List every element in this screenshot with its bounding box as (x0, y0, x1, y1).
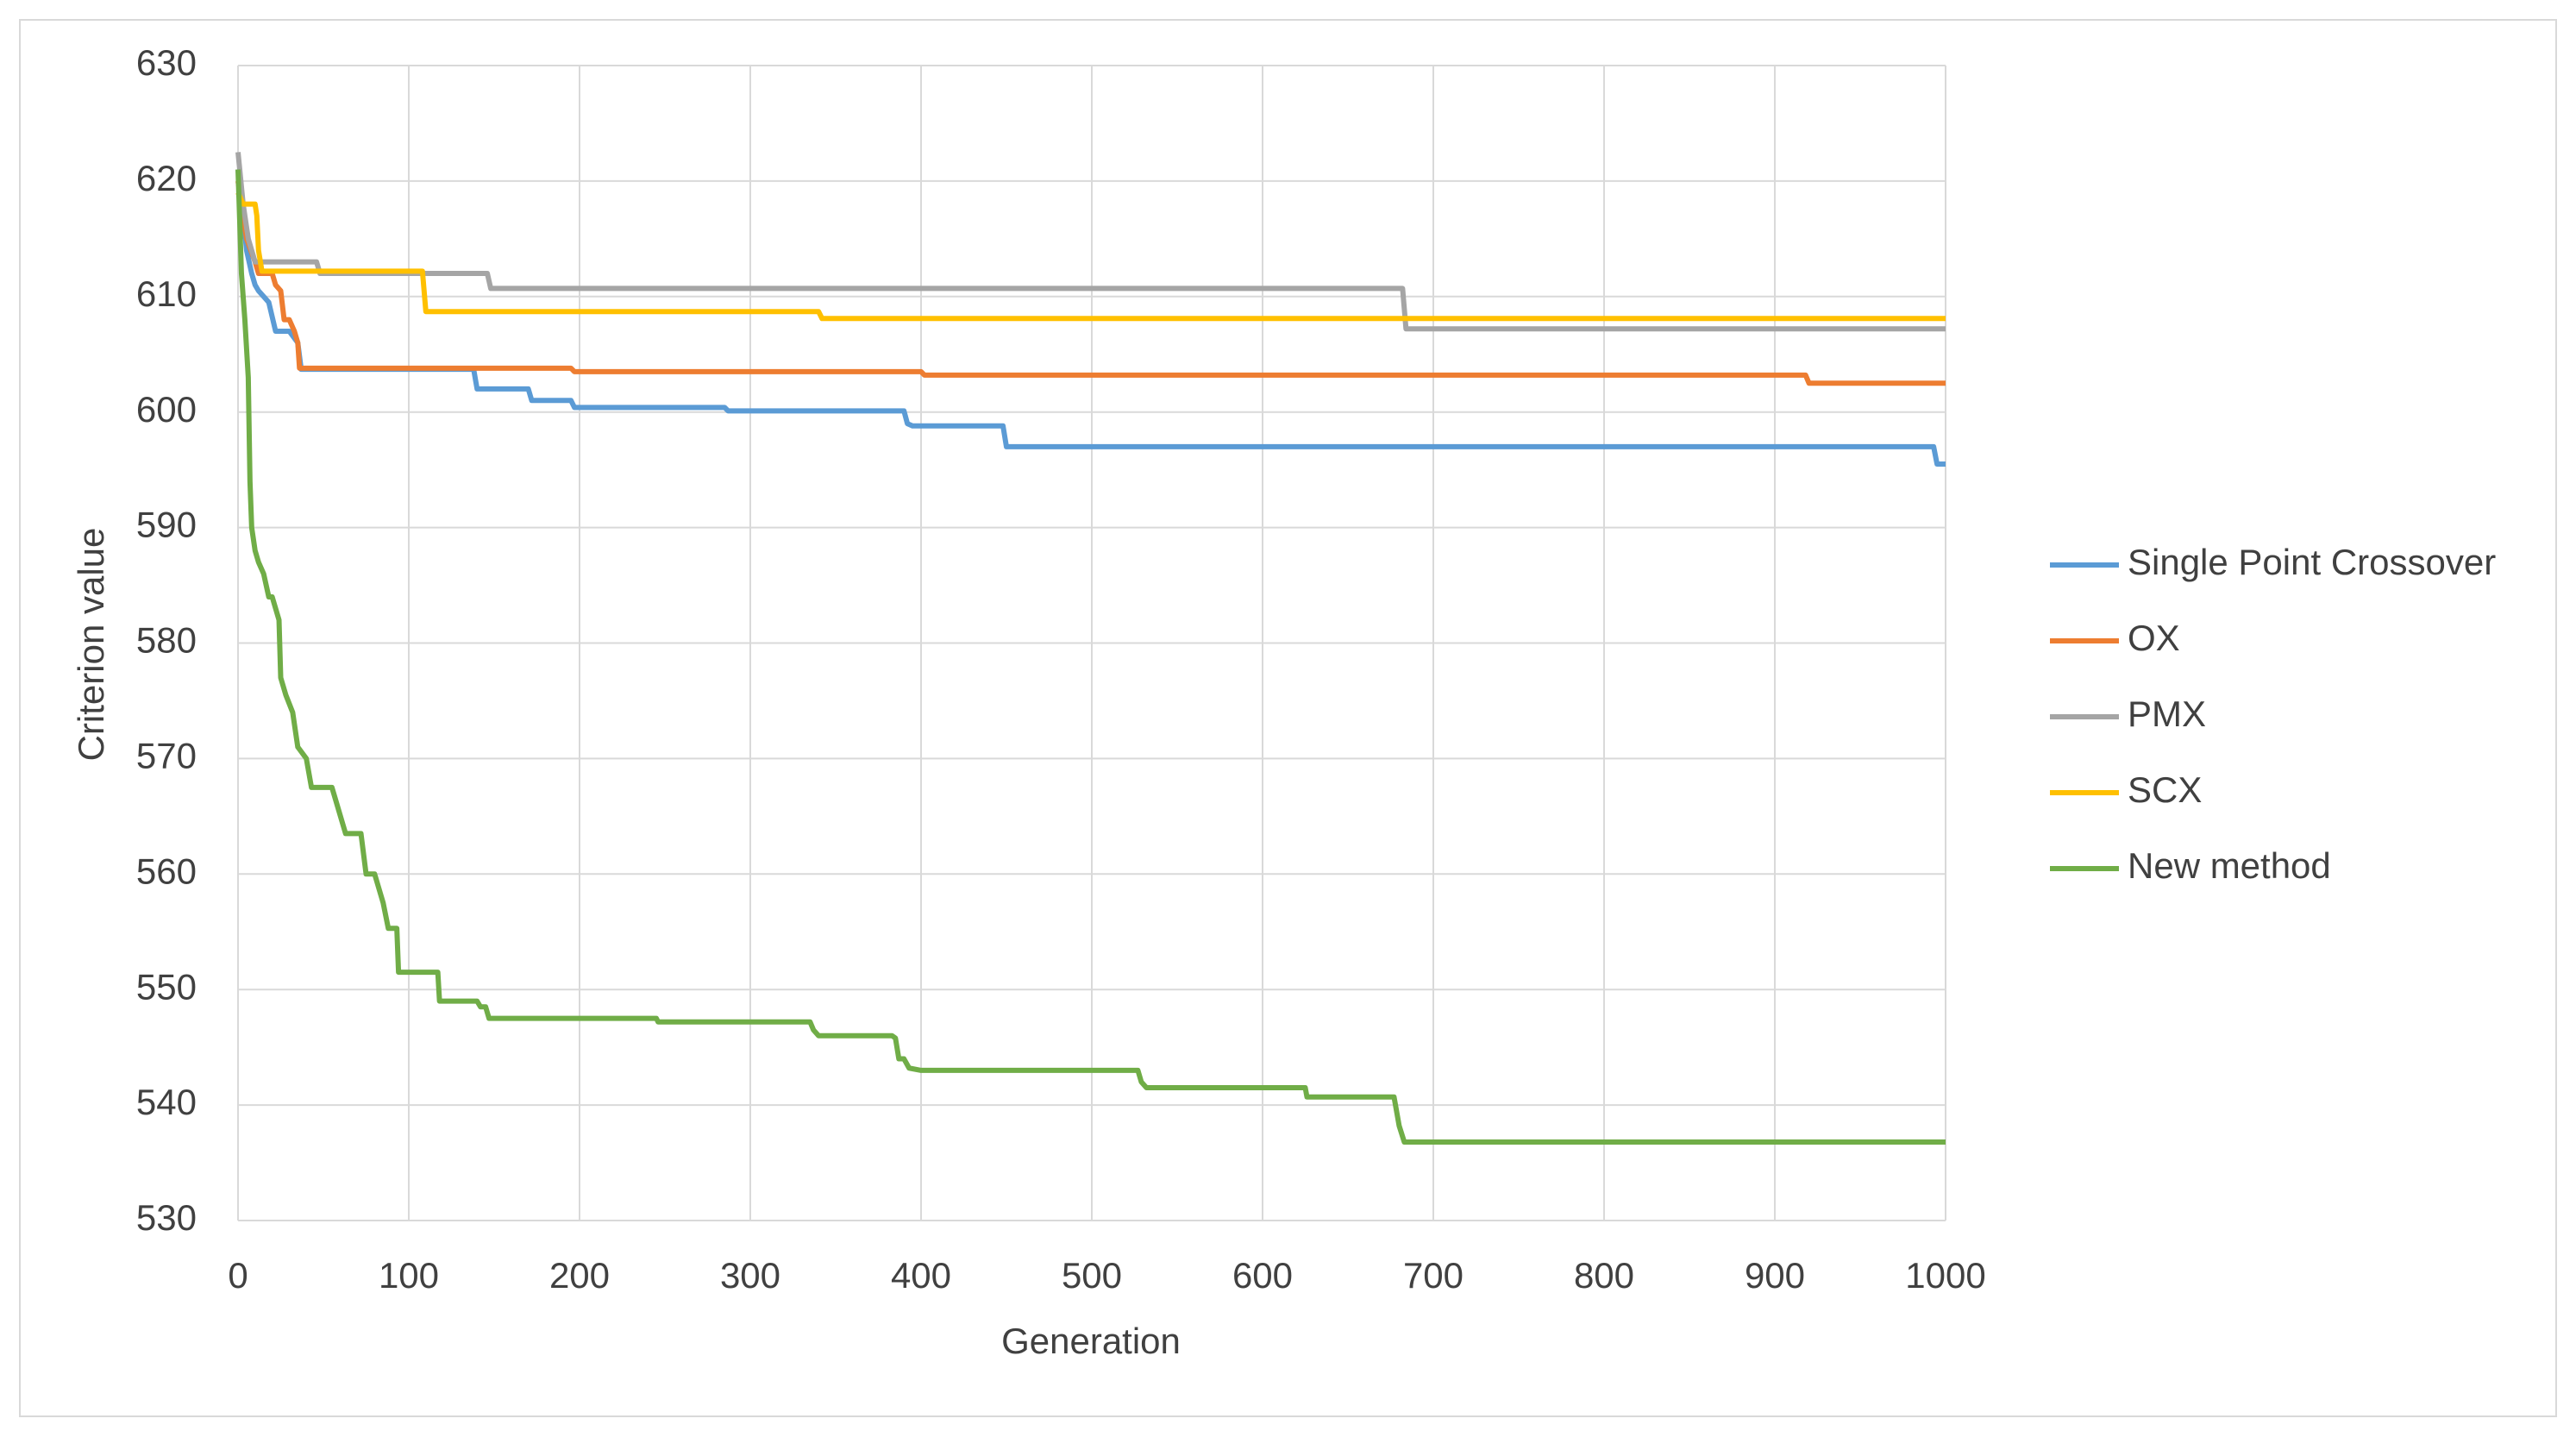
x-tick-label: 700 (1403, 1255, 1463, 1296)
legend-label: PMX (2128, 694, 2206, 734)
series-line (235, 169, 1946, 467)
legend-label: Single Point Crossover (2128, 542, 2496, 582)
y-tick-label: 630 (136, 42, 197, 83)
x-tick-label: 100 (379, 1255, 439, 1296)
y-tick-label: 610 (136, 273, 197, 314)
x-tick-label: 0 (228, 1255, 248, 1296)
y-tick-label: 560 (136, 850, 197, 891)
x-tick-label: 400 (891, 1255, 951, 1296)
y-tick-label: 620 (136, 158, 197, 198)
y-axis-title: Criterion value (71, 528, 111, 762)
y-tick-label: 550 (136, 966, 197, 1007)
x-axis-title: Generation (1001, 1321, 1181, 1361)
x-tick-label: 300 (720, 1255, 780, 1296)
legend-label: OX (2128, 618, 2180, 658)
legend-label: SCX (2128, 769, 2202, 810)
plot-lines (235, 152, 1946, 1145)
series-line (235, 180, 1946, 386)
y-tick-label: 590 (136, 505, 197, 545)
y-tick-label: 540 (136, 1082, 197, 1122)
y-tick-label: 570 (136, 735, 197, 775)
chart-border (19, 19, 2557, 1417)
series-line (235, 191, 1946, 322)
x-tick-label: 900 (1745, 1255, 1805, 1296)
x-tick-label: 1000 (1905, 1255, 1985, 1296)
x-tick-label: 200 (549, 1255, 610, 1296)
y-tick-label: 530 (136, 1197, 197, 1238)
y-tick-label: 580 (136, 620, 197, 661)
x-tick-label: 500 (1062, 1255, 1122, 1296)
legend: Single Point Crossover OX PMX SCX New method (2050, 542, 2496, 886)
grid (237, 65, 1946, 1221)
y-tick-label: 600 (136, 389, 197, 430)
series-line (235, 169, 1946, 1145)
x-tick-label: 800 (1574, 1255, 1634, 1296)
x-tick-label: 600 (1232, 1255, 1293, 1296)
legend-label: New method (2128, 845, 2331, 886)
